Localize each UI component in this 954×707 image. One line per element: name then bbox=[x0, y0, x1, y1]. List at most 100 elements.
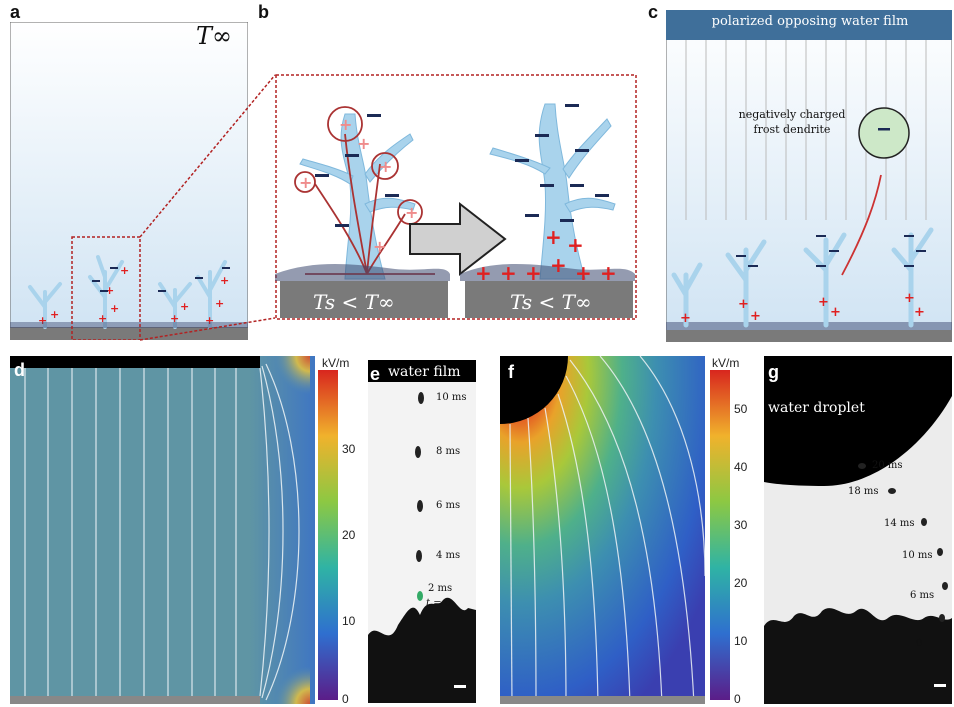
panel-letter-c: c bbox=[648, 2, 659, 22]
svg-text:+: + bbox=[500, 261, 517, 285]
water-droplet-electrode bbox=[500, 356, 568, 424]
colorbar-d-tick: 20 bbox=[342, 528, 356, 542]
svg-text:+: + bbox=[567, 233, 584, 257]
negative-charges-c bbox=[736, 235, 926, 267]
left-surface-temperature: Ts < T∞ bbox=[313, 290, 395, 314]
panel-b-scene: +++ +++ + ++ + + + bbox=[275, 74, 637, 320]
water-film-electrode bbox=[10, 356, 260, 368]
frost-silhouette bbox=[368, 597, 476, 703]
positive-charges-c: + ++ ++ ++ bbox=[680, 291, 925, 326]
svg-text:+: + bbox=[110, 302, 119, 315]
detached-dendrite bbox=[858, 107, 910, 159]
colorbar-d-unit: kV/m bbox=[322, 356, 350, 370]
colorbar-f-tick: 40 bbox=[734, 460, 748, 474]
svg-text:+: + bbox=[600, 261, 617, 285]
left-substrate bbox=[280, 281, 448, 318]
svg-text:+: + bbox=[750, 309, 761, 324]
colorbar-f-unit: kV/m bbox=[712, 356, 740, 370]
colorbar-f-tick: 30 bbox=[734, 518, 748, 532]
transition-arrow bbox=[409, 201, 507, 277]
colorbar-f-tick: 0 bbox=[734, 692, 741, 706]
water-film-title: water film bbox=[388, 364, 461, 380]
time-label-g: 6 ms bbox=[910, 590, 935, 601]
panel-a-scene: + + ++++ ++ +++ bbox=[10, 22, 248, 340]
svg-text:+: + bbox=[299, 173, 312, 192]
water-film-bar bbox=[666, 10, 952, 40]
svg-text:+: + bbox=[215, 297, 224, 310]
time-label: 4 ms bbox=[436, 550, 461, 561]
svg-text:+: + bbox=[220, 274, 229, 287]
svg-text:+: + bbox=[904, 291, 915, 306]
panel-letter-e: e bbox=[370, 364, 381, 384]
zoom-connectors bbox=[139, 74, 276, 341]
water-droplet-title: water droplet bbox=[768, 400, 865, 416]
svg-text:+: + bbox=[545, 225, 562, 249]
svg-text:+: + bbox=[818, 295, 829, 310]
svg-text:+: + bbox=[373, 237, 386, 256]
faded-positive-charges: + + + + + + bbox=[299, 115, 418, 256]
time-label: t = 0 bbox=[426, 598, 452, 609]
zoom-box bbox=[71, 236, 141, 340]
svg-text:+: + bbox=[525, 261, 542, 285]
scale-bar bbox=[454, 685, 466, 688]
frost-dendrites-c bbox=[671, 227, 934, 328]
svg-text:+: + bbox=[379, 157, 392, 176]
colorbar-d-tick: 0 bbox=[342, 692, 349, 706]
right-substrate bbox=[465, 281, 633, 318]
time-label-g: 14 ms bbox=[884, 518, 915, 529]
svg-text:+: + bbox=[830, 305, 841, 320]
substrate-electrode bbox=[10, 696, 260, 704]
water-film-label: polarized opposing water film bbox=[711, 14, 909, 29]
substrate bbox=[10, 327, 248, 340]
negative-charges bbox=[92, 267, 230, 292]
panel-letter-b: b bbox=[258, 2, 269, 22]
svg-text:+: + bbox=[357, 134, 370, 153]
right-negative-charges bbox=[515, 104, 609, 222]
panel-c-scene: + ++ ++ ++ bbox=[666, 10, 952, 342]
left-frost-layer bbox=[275, 264, 450, 281]
svg-text:+: + bbox=[914, 305, 925, 320]
panel-letter-f: f bbox=[508, 362, 514, 382]
colorbar-f bbox=[710, 370, 730, 700]
svg-text:+: + bbox=[550, 253, 567, 277]
time-label-g: 10 ms bbox=[902, 550, 933, 561]
panel-f-field-map bbox=[500, 356, 705, 704]
right-frost-layer bbox=[460, 264, 635, 281]
time-label-g: 20 ms bbox=[872, 460, 903, 471]
svg-text:+: + bbox=[98, 312, 107, 325]
panel-letter-d: d bbox=[14, 360, 25, 380]
colorbar-d-tick: 30 bbox=[342, 442, 356, 456]
frost-dendrites bbox=[28, 255, 227, 329]
time-label: 6 ms bbox=[436, 500, 461, 511]
colorbar-d-tick: 10 bbox=[342, 614, 356, 628]
svg-text:+: + bbox=[575, 261, 592, 285]
panel-letter-a: a bbox=[10, 2, 21, 22]
time-label-g: 0 bbox=[916, 638, 923, 649]
colorbar-f-tick: 10 bbox=[734, 634, 748, 648]
svg-text:+: + bbox=[738, 297, 749, 312]
time-label: 2 ms bbox=[428, 583, 453, 594]
left-negative-charges bbox=[315, 114, 399, 227]
field-streamlines-f bbox=[509, 356, 705, 704]
colorbar-f-tick: 20 bbox=[734, 576, 748, 590]
dendrite-label-line2: frost dendrite bbox=[753, 123, 831, 136]
panel-letter-g: g bbox=[768, 362, 779, 382]
right-surface-temperature: Ts < T∞ bbox=[510, 290, 592, 314]
scale-bar-g bbox=[934, 684, 946, 687]
svg-text:+: + bbox=[339, 115, 352, 134]
frost-silhouette-g bbox=[764, 608, 952, 704]
time-label: 10 ms bbox=[436, 392, 467, 403]
svg-text:+: + bbox=[680, 311, 691, 326]
substrate-f bbox=[500, 696, 705, 704]
right-positive-charges: + ++ + + + + + bbox=[475, 225, 617, 285]
panel-d-field-map bbox=[10, 356, 315, 704]
svg-text:+: + bbox=[475, 261, 492, 285]
colorbar-f-tick: 50 bbox=[734, 402, 748, 416]
svg-text:+: + bbox=[205, 314, 214, 327]
svg-text:+: + bbox=[405, 203, 418, 222]
time-label-g: 18 ms bbox=[848, 486, 879, 497]
svg-text:+: + bbox=[38, 314, 47, 327]
ambient-temperature-label: T∞ bbox=[196, 22, 232, 50]
positive-charges: + + ++++ ++ +++ bbox=[38, 264, 229, 327]
ejection-arrow bbox=[841, 174, 882, 276]
